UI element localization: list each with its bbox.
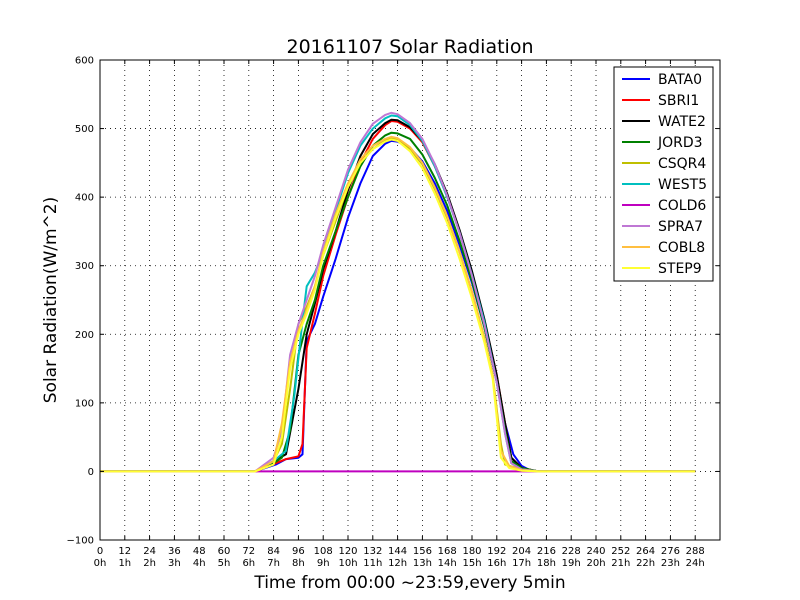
x-tick-label: 252 xyxy=(611,546,630,557)
x-tick-hour-label: 18h xyxy=(537,558,556,569)
x-tick-hour-label: 1h xyxy=(118,558,131,569)
legend-label-bata0: BATA0 xyxy=(658,72,702,88)
x-tick-label: 240 xyxy=(586,546,605,557)
x-tick-hour-label: 22h xyxy=(636,558,655,569)
x-tick-hour-label: 7h xyxy=(267,558,280,569)
x-tick-hour-label: 6h xyxy=(242,558,255,569)
x-tick-label: 156 xyxy=(413,546,432,557)
x-tick-label: 204 xyxy=(512,546,531,557)
legend-label-west5: WEST5 xyxy=(658,177,707,193)
x-tick-hour-label: 23h xyxy=(661,558,680,569)
y-tick-label: 0 xyxy=(88,467,94,478)
x-tick-label: 0 xyxy=(97,546,103,557)
x-tick-label: 96 xyxy=(292,546,305,557)
x-tick-label: 48 xyxy=(193,546,206,557)
x-tick-hour-label: 17h xyxy=(512,558,531,569)
legend-label-step9: STEP9 xyxy=(658,261,702,277)
y-tick-label: −100 xyxy=(67,536,94,547)
y-tick-label: 600 xyxy=(75,56,94,67)
x-tick-label: 84 xyxy=(267,546,280,557)
x-tick-hour-label: 16h xyxy=(487,558,506,569)
x-tick-label: 24 xyxy=(143,546,156,557)
x-tick-label: 120 xyxy=(338,546,357,557)
legend-label-jord3: JORD3 xyxy=(657,135,703,151)
x-tick-label: 180 xyxy=(462,546,481,557)
x-tick-label: 288 xyxy=(686,546,705,557)
x-tick-label: 132 xyxy=(363,546,382,557)
legend-label-csqr4: CSQR4 xyxy=(658,156,706,172)
x-tick-hour-label: 19h xyxy=(562,558,581,569)
legend: BATA0 SBRI1 WATE2 JORD3 CSQR4 WEST5 COLD6 SPRA7… xyxy=(614,67,713,281)
x-tick-hour-label: 12h xyxy=(388,558,407,569)
y-axis-label: Solar Radiation(W/m^2) xyxy=(41,197,61,404)
x-tick-hour-label: 9h xyxy=(317,558,330,569)
x-tick-label: 144 xyxy=(388,546,407,557)
x-tick-hour-label: 14h xyxy=(438,558,457,569)
chart-title: 20161107 Solar Radiation xyxy=(286,36,533,58)
x-tick-label: 72 xyxy=(242,546,255,557)
x-tick-hour-label: 20h xyxy=(586,558,605,569)
y-tick-label: 200 xyxy=(75,330,94,341)
legend-label-cold6: COLD6 xyxy=(658,198,706,214)
legend-label-sbri1: SBRI1 xyxy=(658,93,699,109)
x-tick-label: 12 xyxy=(118,546,131,557)
x-tick-hour-label: 24h xyxy=(686,558,705,569)
y-tick-label: 100 xyxy=(75,398,94,409)
x-tick-hour-label: 0h xyxy=(94,558,107,569)
x-tick-hour-label: 2h xyxy=(143,558,156,569)
x-tick-hour-label: 21h xyxy=(611,558,630,569)
legend-label-wate2: WATE2 xyxy=(658,114,706,130)
legend-label-spra7: SPRA7 xyxy=(658,219,703,235)
x-tick-hour-label: 8h xyxy=(292,558,305,569)
x-tick-label: 60 xyxy=(218,546,231,557)
x-tick-hour-label: 15h xyxy=(462,558,481,569)
y-tick-label: 400 xyxy=(75,193,94,204)
x-tick-hour-label: 5h xyxy=(218,558,231,569)
x-tick-label: 192 xyxy=(487,546,506,557)
x-tick-hour-label: 4h xyxy=(193,558,206,569)
x-tick-label: 168 xyxy=(438,546,457,557)
x-tick-label: 276 xyxy=(661,546,680,557)
x-tick-label: 228 xyxy=(562,546,581,557)
x-tick-label: 36 xyxy=(168,546,181,557)
x-tick-hour-label: 10h xyxy=(338,558,357,569)
x-tick-label: 108 xyxy=(314,546,333,557)
y-tick-label: 500 xyxy=(75,124,94,135)
x-tick-hour-label: 3h xyxy=(168,558,181,569)
x-tick-hour-label: 13h xyxy=(413,558,432,569)
x-tick-label: 216 xyxy=(537,546,556,557)
legend-label-cobl8: COBL8 xyxy=(658,240,705,256)
x-tick-label: 264 xyxy=(636,546,655,557)
x-axis-label: Time from 00:00 ~23:59,every 5min xyxy=(253,573,565,593)
x-tick-hour-label: 11h xyxy=(363,558,382,569)
y-tick-label: 300 xyxy=(75,261,94,272)
